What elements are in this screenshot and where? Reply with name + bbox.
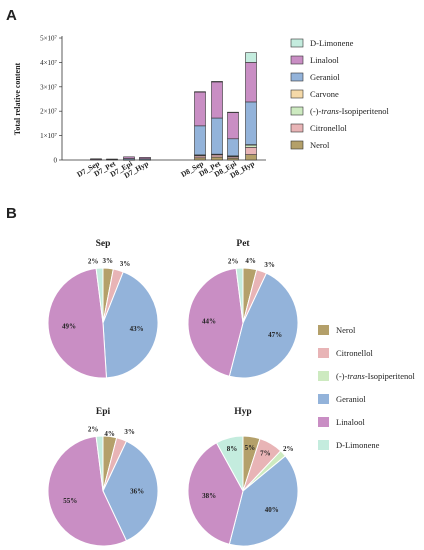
- pie-title: Hyp: [234, 407, 251, 417]
- pie-legend-label: (-)-trans-Isopiperitenol: [336, 371, 415, 381]
- pie-slice-sep-d-limonene: [95, 267, 104, 324]
- panel-b-letter: B: [6, 205, 17, 222]
- pie-slice-label: 3%: [124, 428, 135, 436]
- pie-slice-label: 43%: [130, 325, 144, 333]
- bar-legend-swatch-geraniol: [290, 72, 304, 82]
- pie-slice-label: 36%: [130, 488, 144, 496]
- pie-slice-pet-geraniol: [228, 272, 299, 379]
- pie-charts: Sep 3% 3% 43% 49% 2% Pet 4% 3% 47% 44% 2% Epi 4% 3% 36%…: [47, 239, 299, 547]
- pie-slice-label: 2%: [228, 258, 239, 266]
- pie-slice-pet-d-limonene: [235, 267, 244, 324]
- y-tick-label: 4×10⁷: [40, 59, 57, 67]
- bar-segment-d8-pet-citronellol: [211, 154, 223, 158]
- bar-legend-swatch-carvone: [290, 89, 304, 99]
- y-tick-label: 5×10⁷: [40, 35, 57, 43]
- pie-legend-label: Linalool: [336, 417, 365, 427]
- pie-legend-label: D-Limonene: [336, 440, 380, 450]
- pie-legend-label: Geraniol: [336, 394, 366, 404]
- pie-legend-label: Nerol: [336, 325, 356, 335]
- pie-slice-label: 47%: [268, 331, 282, 339]
- pie-slice-label: 4%: [104, 430, 115, 438]
- bar-segment-d8-hyp-d-limonene: [245, 52, 257, 63]
- bar-legend-label: Carvone: [310, 89, 339, 99]
- bar-segment-d8-epi-linalool: [227, 112, 239, 140]
- bar-legend-swatch-d-limonene: [290, 38, 304, 48]
- bar-segment-d8-pet-linalool: [211, 81, 223, 119]
- bar-segment-d7-hyp-linalool: [139, 157, 151, 160]
- bar-legend-swatch-trans-isopiperitenol: [290, 106, 304, 116]
- pie-slice-label: 2%: [88, 258, 99, 266]
- y-tick-label: 0: [54, 157, 58, 165]
- y-tick-label: 1×10⁷: [40, 132, 57, 140]
- bar-segment-d8-sep-linalool: [194, 91, 206, 127]
- bar-segment-d8-hyp-linalool: [245, 62, 257, 103]
- bar-segment-d8-pet-geraniol: [211, 117, 223, 155]
- bar-segment-d8-epi-geraniol: [227, 138, 239, 157]
- bar-legend-swatch-citronellol: [290, 123, 304, 133]
- pie-slice-label: 8%: [227, 445, 238, 453]
- pie-title: Pet: [236, 239, 250, 249]
- pie-chart-epi: Epi 4% 3% 36% 55% 2%: [47, 407, 159, 547]
- bar-segment-d7-epi-linalool: [123, 156, 135, 159]
- bar-legend-label: Geraniol: [310, 72, 340, 82]
- pie-slice-hyp-linalool: [187, 442, 244, 545]
- bar-legend-label: Linalool: [310, 55, 339, 65]
- pie-legend-swatch-geraniol: [318, 394, 329, 404]
- pie-legend-swatch-trans-isopiperitenol: [318, 371, 329, 381]
- pie-chart-sep: Sep 3% 3% 43% 49% 2%: [47, 239, 159, 379]
- y-axis-title: Total relative content: [13, 62, 22, 135]
- pie-chart-pet: Pet 4% 3% 47% 44% 2%: [187, 239, 299, 379]
- pie-legend: Nerol Citronellol (-)-trans-Isopiperitenol…: [318, 325, 415, 450]
- pie-title: Epi: [96, 407, 111, 417]
- bar-legend-label: Citronellol: [310, 123, 347, 133]
- pie-slice-label: 55%: [63, 497, 77, 505]
- pie-slice-label: 2%: [283, 445, 294, 453]
- bar-legend-swatch-nerol: [290, 140, 304, 150]
- pie-slice-sep-geraniol: [102, 271, 159, 379]
- bar-legend-swatch-linalool: [290, 55, 304, 65]
- stacked-bar-chart: Total relative content 0 1×10⁷ 2×10⁷ 3×10⁷ 4×…: [13, 35, 389, 181]
- pie-legend-swatch-d-limonene: [318, 440, 329, 450]
- pie-slice-epi-d-limonene: [95, 435, 104, 492]
- pie-slice-label: 7%: [260, 450, 271, 458]
- pie-slice-label: 2%: [88, 426, 99, 434]
- bar-segment-d7-sep-linalool: [90, 158, 102, 160]
- bar-legend-label: (-)-trans-Isopiperitenol: [310, 106, 389, 116]
- pie-slice-label: 3%: [264, 261, 275, 269]
- pie-slice-label: 3%: [120, 260, 131, 268]
- pie-slice-label: 44%: [202, 317, 216, 325]
- bar-legend-label: Nerol: [310, 140, 330, 150]
- pie-slice-label: 38%: [202, 492, 216, 500]
- pie-slice-label: 4%: [245, 257, 256, 265]
- pie-slice-epi-linalool: [47, 435, 128, 547]
- pie-legend-label: Citronellol: [336, 348, 373, 358]
- pie-slice-hyp-geraniol: [228, 455, 299, 547]
- pie-slice-label: 40%: [265, 506, 279, 514]
- pie-slice-sep-linalool: [47, 267, 107, 379]
- pie-slice-label: 5%: [245, 444, 256, 452]
- y-tick-label: 3×10⁷: [40, 83, 57, 91]
- pie-slice-pet-linalool: [187, 267, 244, 377]
- pie-legend-swatch-nerol: [318, 325, 329, 335]
- pie-title: Sep: [96, 239, 111, 249]
- pie-slice-label: 3%: [102, 257, 113, 265]
- bar-segment-d8-hyp-citronellol: [245, 147, 257, 155]
- bar-segment-d8-hyp-trans-isopiperitenol: [245, 144, 257, 148]
- pie-chart-hyp: Hyp 5% 7% 2% 40% 38% 8%: [187, 407, 299, 547]
- panel-a-letter: A: [6, 7, 17, 24]
- pie-legend-swatch-citronellol: [318, 348, 329, 358]
- bar-segment-d8-hyp-geraniol: [245, 101, 257, 145]
- pie-slice-epi-geraniol: [102, 440, 159, 542]
- pie-legend-swatch-linalool: [318, 417, 329, 427]
- pie-slice-hyp-d-limonene: [215, 435, 244, 492]
- bar-legend-label: D-Limonene: [310, 38, 354, 48]
- y-tick-label: 2×10⁷: [40, 108, 57, 116]
- pie-slice-label: 49%: [62, 323, 76, 331]
- bar-segment-d8-sep-geraniol: [194, 125, 206, 156]
